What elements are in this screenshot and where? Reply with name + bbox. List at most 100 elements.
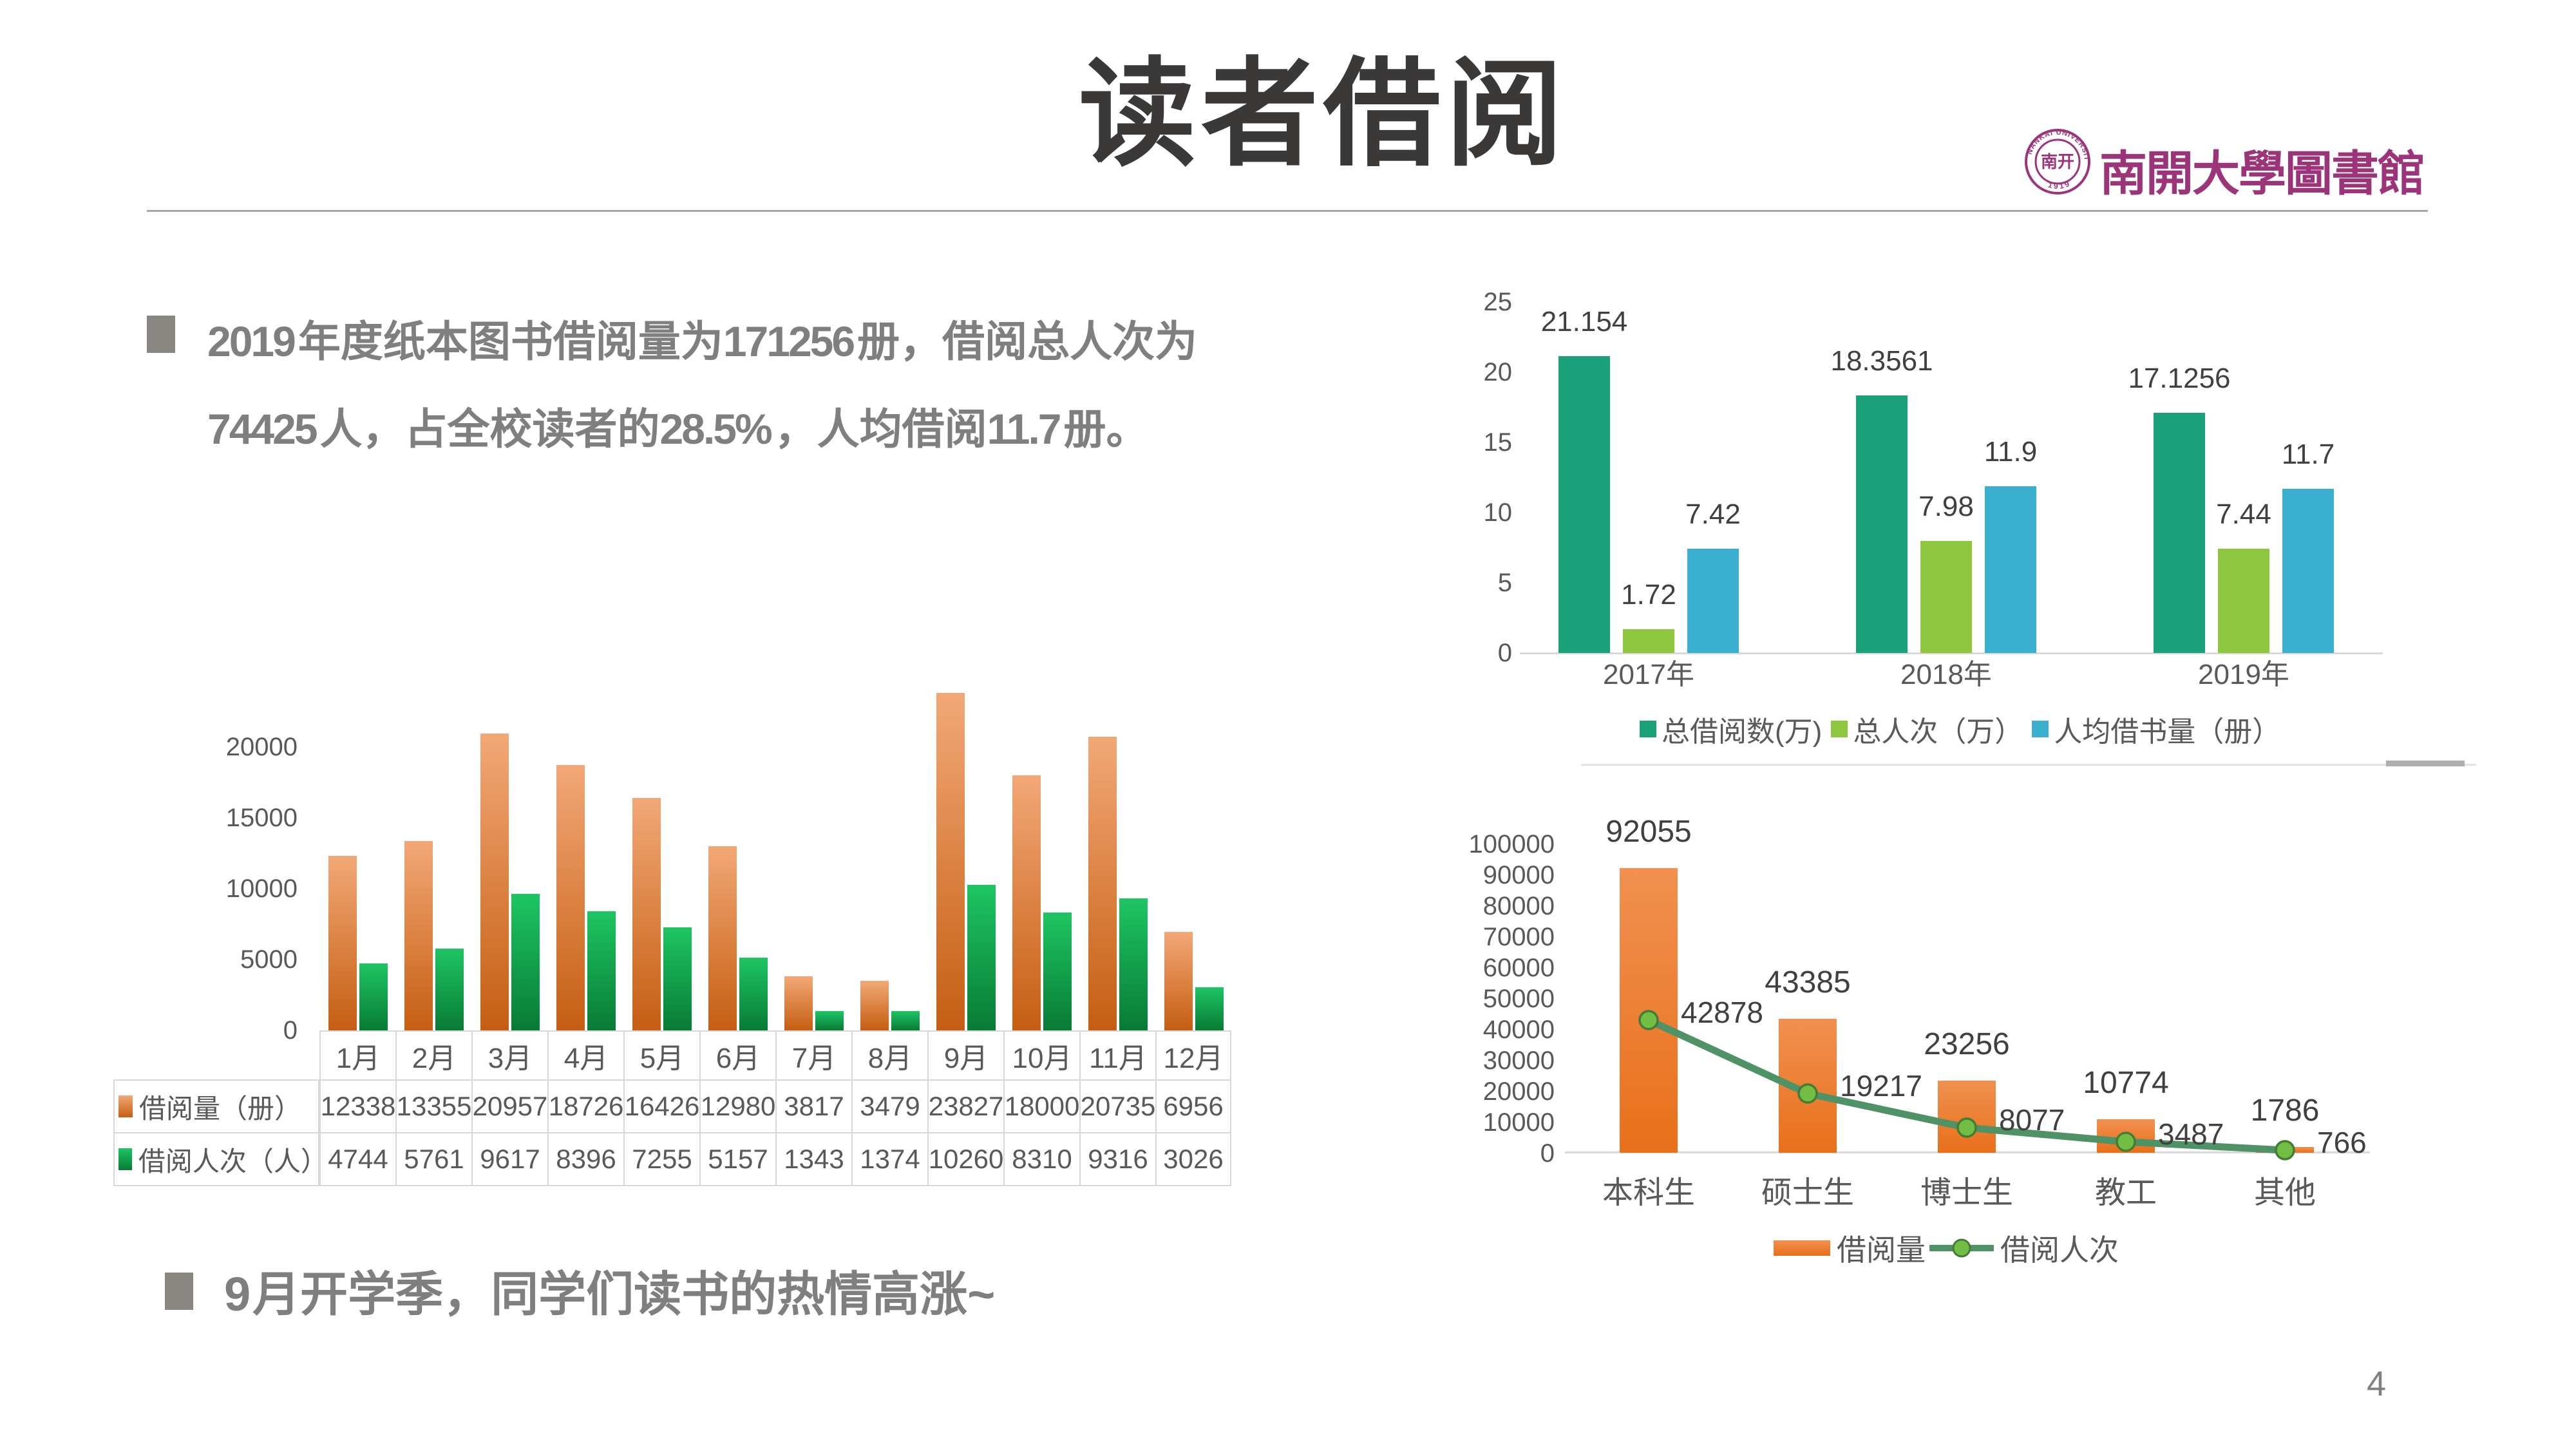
table-row-label: 借阅量（册） bbox=[113, 1081, 319, 1133]
table-cell: 7255 bbox=[623, 1133, 699, 1186]
legend-item: 总人次（万） bbox=[1831, 708, 2023, 750]
library-wordmark: 南開大學圖書館 bbox=[2099, 146, 2425, 202]
value-label: 23256 bbox=[1924, 1027, 2010, 1061]
bullet-text-segment: 人，占全校读者的 bbox=[319, 405, 660, 453]
table-month-header: 10月 bbox=[1003, 1030, 1079, 1081]
table-month-header: 4月 bbox=[547, 1030, 623, 1081]
bullet-text-segment: 11.7 bbox=[987, 405, 1062, 453]
value-label: 92055 bbox=[1605, 815, 1692, 849]
legend-label: 总人次（万） bbox=[1853, 716, 2023, 748]
bar bbox=[1623, 629, 1674, 653]
legend-line-swatch bbox=[1929, 1238, 1994, 1258]
bar bbox=[1088, 737, 1117, 1030]
table-cell: 9617 bbox=[471, 1133, 547, 1186]
table-month-header: 2月 bbox=[395, 1030, 471, 1081]
line-marker bbox=[1638, 1010, 1659, 1030]
table-month-header: 3月 bbox=[471, 1030, 547, 1081]
value-label: 11.9 bbox=[1984, 436, 2038, 468]
bullet-line: 74425人，占全校读者的28.5%，人均借阅11.7册。 bbox=[207, 385, 1399, 473]
page-title: 读者借阅 bbox=[1079, 44, 1568, 182]
table-month-header: 9月 bbox=[927, 1030, 1003, 1081]
bar bbox=[784, 976, 813, 1030]
y-tick-label: 80000 bbox=[1482, 892, 1555, 920]
bar bbox=[1195, 987, 1224, 1030]
bar bbox=[1012, 775, 1041, 1030]
bar bbox=[632, 798, 661, 1030]
table-cell: 1343 bbox=[775, 1133, 851, 1186]
table-cell: 3479 bbox=[851, 1081, 927, 1133]
line-marker bbox=[1956, 1117, 1977, 1138]
bar bbox=[860, 981, 889, 1030]
legend-label: 借阅人次 bbox=[2000, 1233, 2119, 1267]
category-label: 2019年 bbox=[2198, 659, 2289, 690]
y-tick-label: 15 bbox=[1483, 428, 1513, 457]
bar bbox=[663, 927, 692, 1030]
legend-swatch bbox=[2032, 721, 2049, 737]
bar bbox=[2218, 549, 2269, 653]
table-month-header: 1月 bbox=[319, 1030, 395, 1081]
title-divider bbox=[147, 210, 2428, 212]
table-cell: 10260 bbox=[927, 1133, 1003, 1186]
y-tick-label: 5000 bbox=[240, 945, 298, 974]
table-month-header: 12月 bbox=[1155, 1030, 1231, 1081]
y-tick-label: 0 bbox=[283, 1016, 298, 1045]
svg-text:1919: 1919 bbox=[2047, 178, 2072, 191]
y-tick-label: 5 bbox=[1497, 569, 1512, 597]
table-cell: 3026 bbox=[1155, 1133, 1231, 1186]
y-tick-label: 15000 bbox=[225, 804, 298, 832]
table-cell: 13355 bbox=[395, 1081, 471, 1133]
bar bbox=[936, 693, 965, 1030]
line-value-label: 19217 bbox=[1840, 1069, 1922, 1103]
table-cell: 12980 bbox=[699, 1081, 775, 1133]
legend-label: 借阅量 bbox=[1837, 1233, 1926, 1267]
line-value-label: 3487 bbox=[2158, 1117, 2224, 1151]
series-name: 借阅量（册） bbox=[139, 1093, 302, 1124]
seal-center-text: 南开 bbox=[2041, 152, 2074, 171]
table-month-header: 8月 bbox=[851, 1030, 927, 1081]
series-swatch bbox=[118, 1148, 132, 1170]
bar bbox=[1985, 486, 2036, 653]
value-label: 17.1256 bbox=[2128, 363, 2231, 394]
y-tick-label: 10 bbox=[1483, 498, 1513, 527]
bullet-marker-2 bbox=[165, 1273, 193, 1310]
bullet-text-segment: 171256 bbox=[723, 317, 855, 365]
bullet-text-segment: 册。 bbox=[1063, 405, 1149, 453]
legend-swatch bbox=[1831, 721, 1848, 737]
bar bbox=[1119, 898, 1148, 1030]
value-label: 43385 bbox=[1765, 965, 1851, 999]
bar bbox=[967, 885, 996, 1030]
legend-item: 总借阅数(万) bbox=[1640, 708, 1822, 750]
legend-item: 借阅量 bbox=[1774, 1227, 1926, 1269]
y-tick-label: 70000 bbox=[1482, 923, 1555, 951]
table-cell: 20957 bbox=[471, 1081, 547, 1133]
value-label: 1786 bbox=[2250, 1094, 2320, 1128]
table-cell: 20735 bbox=[1079, 1081, 1155, 1133]
y-tick-label: 20 bbox=[1483, 358, 1513, 386]
y-tick-label: 10000 bbox=[225, 875, 298, 903]
value-label: 10774 bbox=[2083, 1066, 2169, 1100]
table-cell: 12338 bbox=[319, 1081, 395, 1133]
library-logo: NANKAI UNIVERSITY 1919 南开 南開大學圖書館 bbox=[2023, 128, 2461, 211]
bullet-text-segment: ，人均借阅 bbox=[774, 405, 987, 453]
bullet-text-segment: 74425 bbox=[207, 405, 318, 453]
legend-label: 人均借书量（册） bbox=[2054, 716, 2281, 748]
legend-item: 借阅人次 bbox=[1929, 1227, 2119, 1269]
value-label: 11.7 bbox=[2281, 439, 2335, 470]
y-tick-label: 50000 bbox=[1482, 985, 1555, 1013]
value-label: 21.154 bbox=[1540, 306, 1628, 337]
table-month-header: 11月 bbox=[1079, 1030, 1155, 1081]
table-cell: 23827 bbox=[927, 1081, 1003, 1133]
y-tick-label: 90000 bbox=[1482, 861, 1555, 889]
chart-frame-line bbox=[1581, 764, 2476, 766]
y-tick-label: 0 bbox=[1540, 1139, 1555, 1168]
value-label: 7.42 bbox=[1685, 498, 1741, 530]
y-tick-label: 20000 bbox=[1482, 1077, 1555, 1106]
table-month-header: 5月 bbox=[623, 1030, 699, 1081]
bar bbox=[1687, 549, 1739, 653]
legend-swatch bbox=[1774, 1240, 1830, 1256]
seal-ring-bottom-text: 1919 bbox=[2047, 178, 2070, 191]
x-axis-line bbox=[1520, 652, 2383, 654]
legend-line-marker bbox=[1952, 1238, 1971, 1258]
scrollbar-fragment bbox=[2386, 761, 2465, 766]
bullet-text-segment: 年度纸本图书借阅量为 bbox=[298, 317, 723, 365]
